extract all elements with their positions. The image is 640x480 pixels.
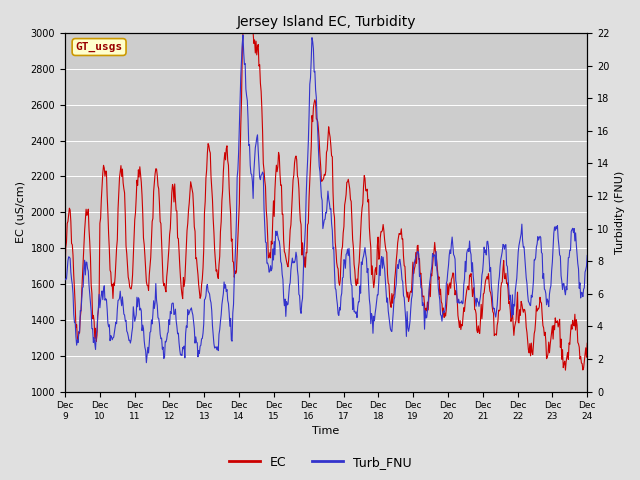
- Y-axis label: EC (uS/cm): EC (uS/cm): [15, 181, 25, 243]
- Bar: [65, 69, 588, 105]
- Bar: [65, 248, 588, 284]
- Text: GT_usgs: GT_usgs: [76, 42, 123, 52]
- Bar: [65, 320, 588, 356]
- Bar: [65, 212, 588, 248]
- Bar: [65, 141, 588, 176]
- Bar: [65, 176, 588, 212]
- Bar: [65, 105, 588, 141]
- X-axis label: Time: Time: [312, 426, 340, 436]
- Legend: EC, Turb_FNU: EC, Turb_FNU: [223, 451, 417, 474]
- Bar: [65, 33, 588, 69]
- Bar: [65, 356, 588, 392]
- Bar: [65, 284, 588, 320]
- Title: Jersey Island EC, Turbidity: Jersey Island EC, Turbidity: [236, 15, 416, 29]
- Y-axis label: Turbidity (FNU): Turbidity (FNU): [615, 170, 625, 254]
